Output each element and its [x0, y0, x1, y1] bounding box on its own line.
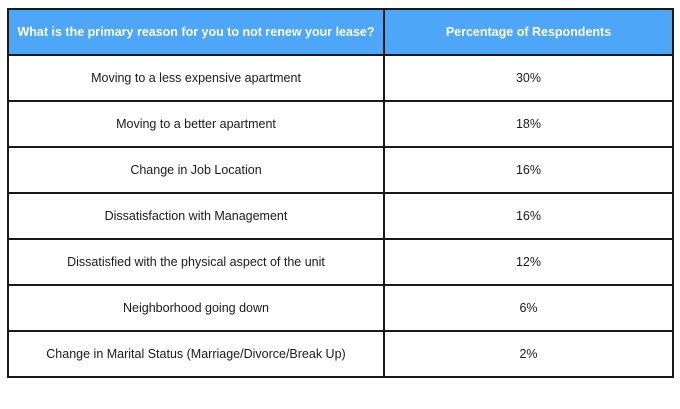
percentage-cell: 30%: [383, 54, 674, 102]
table-row: Change in Marital Status (Marriage/Divor…: [7, 330, 674, 378]
reason-cell: Change in Marital Status (Marriage/Divor…: [7, 330, 385, 378]
table-row: Dissatisfied with the physical aspect of…: [7, 238, 674, 286]
percentage-cell: 16%: [383, 192, 674, 240]
column-header-percentage: Percentage of Respondents: [383, 8, 674, 56]
table-row: Change in Job Location 16%: [7, 146, 674, 194]
table-header: What is the primary reason for you to no…: [7, 8, 674, 56]
reason-cell: Change in Job Location: [7, 146, 385, 194]
table-row: Moving to a less expensive apartment 30%: [7, 54, 674, 102]
reason-cell: Dissatisfaction with Management: [7, 192, 385, 240]
survey-table: What is the primary reason for you to no…: [7, 8, 674, 378]
table-body: Moving to a less expensive apartment 30%…: [7, 54, 674, 378]
table-row: Moving to a better apartment 18%: [7, 100, 674, 148]
percentage-cell: 18%: [383, 100, 674, 148]
percentage-cell: 2%: [383, 330, 674, 378]
reason-cell: Dissatisfied with the physical aspect of…: [7, 238, 385, 286]
percentage-cell: 16%: [383, 146, 674, 194]
table-row: Neighborhood going down 6%: [7, 284, 674, 332]
percentage-cell: 6%: [383, 284, 674, 332]
table-row: Dissatisfaction with Management 16%: [7, 192, 674, 240]
reason-cell: Moving to a better apartment: [7, 100, 385, 148]
header-row: What is the primary reason for you to no…: [7, 8, 674, 56]
column-header-reason: What is the primary reason for you to no…: [7, 8, 385, 56]
percentage-cell: 12%: [383, 238, 674, 286]
reason-cell: Moving to a less expensive apartment: [7, 54, 385, 102]
reason-cell: Neighborhood going down: [7, 284, 385, 332]
